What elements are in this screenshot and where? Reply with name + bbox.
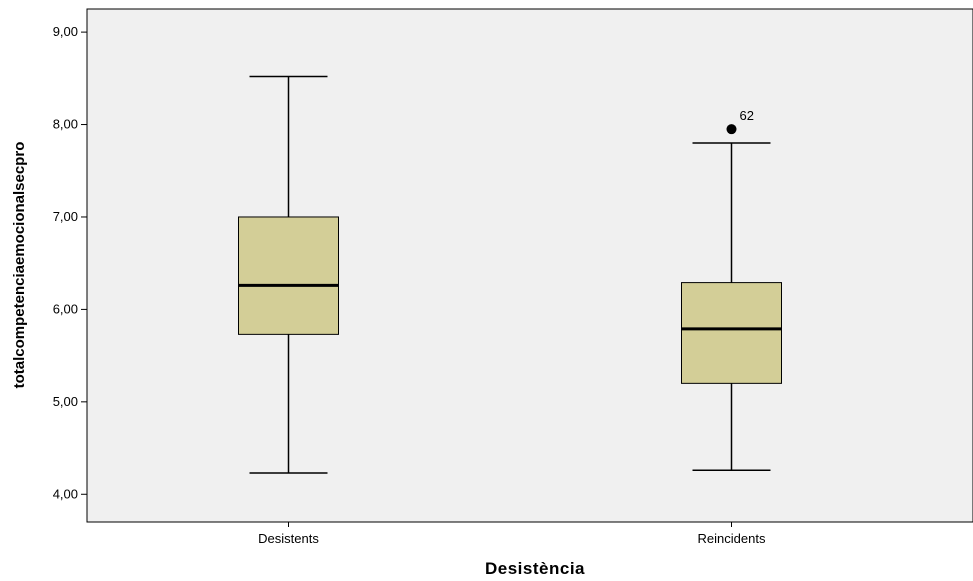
x-axis-ticks: Desistents Reincidents (258, 522, 766, 546)
y-tick-label: 8,00 (53, 117, 78, 132)
outlier-label: 62 (740, 108, 754, 123)
y-tick-label: 6,00 (53, 301, 78, 316)
plot-area (86, 8, 973, 523)
y-tick-label: 5,00 (53, 394, 78, 409)
y-axis-title: totalcompetenciaemocionalsecpro (11, 142, 28, 389)
iqr-box (238, 216, 339, 335)
box-desistents (238, 75, 339, 474)
outlier-point (726, 124, 737, 135)
y-tick-label: 7,00 (53, 209, 78, 224)
y-tick-label: 4,00 (53, 486, 78, 501)
box-series: 62 (238, 75, 782, 474)
box-reincidents: 62 (681, 108, 782, 471)
y-axis-ticks: 4,00 5,00 6,00 7,00 8,00 9,00 (53, 24, 87, 501)
x-axis-title: Desistència (485, 559, 585, 578)
x-tick-label: Reincidents (698, 531, 766, 546)
y-tick-label: 9,00 (53, 24, 78, 39)
x-tick-label: Desistents (258, 531, 319, 546)
iqr-box (681, 282, 782, 384)
